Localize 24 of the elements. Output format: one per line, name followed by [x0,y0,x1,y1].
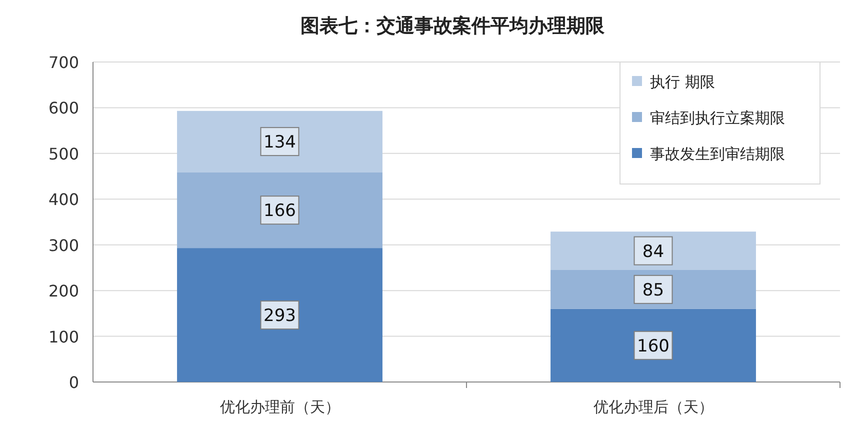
y-tick-label: 500 [48,144,79,164]
bar [177,248,382,382]
x-tick-label: 优化办理前（天） [220,398,340,416]
legend-label: 审结到执行立案期限 [650,109,785,127]
data-label: 134 [264,132,296,153]
data-label: 160 [637,336,670,356]
legend-label: 事故发生到审结期限 [650,145,785,163]
bar [177,110,382,172]
y-tick-label: 400 [48,190,79,210]
legend-label: 执行 期限 [650,73,715,91]
y-tick-label: 700 [48,53,79,72]
y-tick-label: 100 [48,327,79,346]
y-tick-label: 0 [68,373,79,392]
x-tick-label: 优化办理后（天） [593,398,714,416]
data-label: 293 [264,306,296,326]
chart-title: 图表七：交通事故案件平均办理期限 [300,15,606,37]
data-label: 166 [264,201,296,222]
bar [550,308,756,382]
y-tick-label: 200 [48,282,79,301]
data-label: 85 [642,280,664,300]
y-tick-label: 300 [48,236,79,255]
bar [177,172,382,248]
data-label: 84 [642,242,664,262]
y-tick-label: 600 [48,98,79,118]
